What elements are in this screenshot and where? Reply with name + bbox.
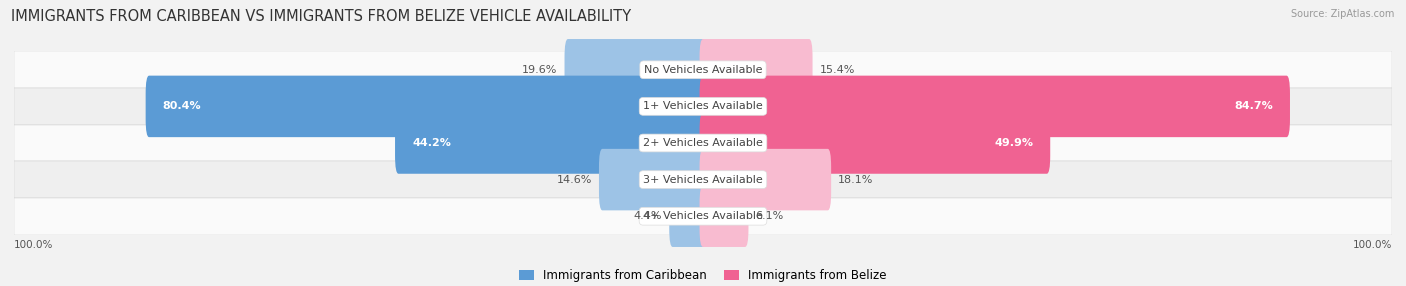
FancyBboxPatch shape [700, 76, 1289, 137]
Legend: Immigrants from Caribbean, Immigrants from Belize: Immigrants from Caribbean, Immigrants fr… [515, 265, 891, 286]
Text: 3+ Vehicles Available: 3+ Vehicles Available [643, 175, 763, 184]
FancyBboxPatch shape [146, 76, 706, 137]
Text: 15.4%: 15.4% [820, 65, 855, 75]
FancyBboxPatch shape [395, 112, 706, 174]
Text: Source: ZipAtlas.com: Source: ZipAtlas.com [1291, 9, 1395, 19]
Text: 49.9%: 49.9% [994, 138, 1033, 148]
Text: 4+ Vehicles Available: 4+ Vehicles Available [643, 211, 763, 221]
Text: 100.0%: 100.0% [14, 240, 53, 250]
Text: 14.6%: 14.6% [557, 175, 592, 184]
Text: 44.2%: 44.2% [412, 138, 451, 148]
FancyBboxPatch shape [700, 112, 1050, 174]
Bar [14, 51, 1392, 88]
Bar [14, 88, 1392, 125]
FancyBboxPatch shape [599, 149, 706, 210]
Bar [14, 198, 1392, 235]
Text: No Vehicles Available: No Vehicles Available [644, 65, 762, 75]
Text: 84.7%: 84.7% [1234, 102, 1272, 111]
Text: 18.1%: 18.1% [838, 175, 873, 184]
Bar [14, 125, 1392, 161]
Text: 2+ Vehicles Available: 2+ Vehicles Available [643, 138, 763, 148]
Text: 100.0%: 100.0% [1353, 240, 1392, 250]
FancyBboxPatch shape [669, 185, 706, 247]
Text: 1+ Vehicles Available: 1+ Vehicles Available [643, 102, 763, 111]
FancyBboxPatch shape [700, 149, 831, 210]
FancyBboxPatch shape [565, 39, 706, 101]
FancyBboxPatch shape [700, 39, 813, 101]
Text: IMMIGRANTS FROM CARIBBEAN VS IMMIGRANTS FROM BELIZE VEHICLE AVAILABILITY: IMMIGRANTS FROM CARIBBEAN VS IMMIGRANTS … [11, 9, 631, 23]
FancyBboxPatch shape [700, 185, 748, 247]
Text: 6.1%: 6.1% [755, 211, 783, 221]
Text: 4.4%: 4.4% [634, 211, 662, 221]
Text: 19.6%: 19.6% [522, 65, 558, 75]
Bar [14, 161, 1392, 198]
Text: 80.4%: 80.4% [163, 102, 201, 111]
